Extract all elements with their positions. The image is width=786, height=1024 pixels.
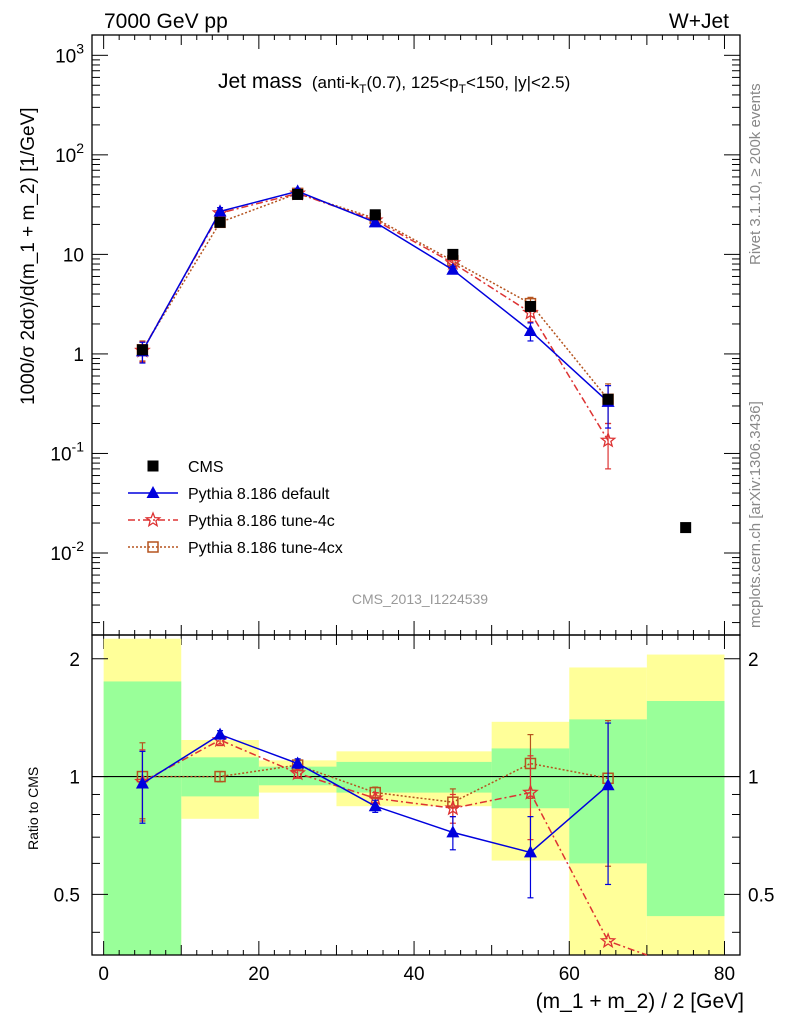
x-tick-label-20: 20 xyxy=(248,964,269,985)
main-cms-point-1 xyxy=(214,216,226,228)
main-y-tick-label: 1 xyxy=(73,345,84,366)
x-tick-label-80: 80 xyxy=(714,964,735,985)
main-y-axis-label: 1000/σ 2dσ)/d(m_1 + m_2) [1/GeV] xyxy=(18,107,39,405)
title-detail-a: (anti-k xyxy=(312,73,360,92)
main-pythia-8-186-default-point-3 xyxy=(368,215,382,228)
title-main: Jet mass xyxy=(218,70,302,93)
ratio-pythia-8-186-default-point-3 xyxy=(368,799,382,812)
title-sub-a: T xyxy=(359,82,367,96)
title-detail-b: (0.7), 125<p xyxy=(366,73,458,92)
title-detail-c: <150, |y|<2.5) xyxy=(466,73,570,92)
legend-item-3: Pythia 8.186 tune-4cx xyxy=(128,540,343,557)
main-cms-point-3 xyxy=(369,209,381,221)
ratio-pythia-8-186-tune-4c-point-4 xyxy=(444,799,462,816)
ratio-pythia-8-186-tune-4c-point-6 xyxy=(599,932,617,949)
main-pythia-8-186-default-point-1 xyxy=(213,204,227,217)
ratio-y-axis-label: Ratio to CMS xyxy=(25,767,41,850)
ratio-pythia-8-186-default-point-1 xyxy=(213,727,227,740)
ratio-y-tick-label: 1 xyxy=(69,768,80,789)
legend-item-0: CMS xyxy=(147,459,224,476)
ratio-frame xyxy=(91,634,741,956)
ratio-pythia-8-186-default-point-4 xyxy=(446,825,460,838)
ratio-band-inner-6 xyxy=(646,700,725,917)
main-pythia-8-186-default-point-4 xyxy=(446,262,460,275)
analysis-id: CMS_2013_I1224539 xyxy=(352,591,488,607)
ratio-y-tick-label-right: 1 xyxy=(748,768,759,789)
main-cms-point-5 xyxy=(524,300,536,312)
main-y-tick-label: 10 xyxy=(63,245,84,266)
ratio-pythia-8-186-default-point-5 xyxy=(523,845,537,858)
ratio-y-tick-label: 0.5 xyxy=(54,885,80,906)
ratio-pythia-8-186-tune-4c-point-2 xyxy=(289,764,307,781)
legend-label-2: Pythia 8.186 tune-4c xyxy=(188,513,335,530)
legend-label-1: Pythia 8.186 default xyxy=(188,486,330,503)
legend-item-2: Pythia 8.186 tune-4c xyxy=(128,511,335,530)
legend-marker-0 xyxy=(147,460,159,472)
main-cms-point-0 xyxy=(136,344,148,356)
legend-label-3: Pythia 8.186 tune-4cx xyxy=(188,540,343,557)
legend-marker-3 xyxy=(147,541,159,553)
mcplots-label: mcplots.cern.ch [arXiv:1306.3436] xyxy=(747,401,764,628)
ratio-pythia-8-186-default-point-6 xyxy=(601,778,615,791)
main-cms-point-6 xyxy=(602,393,614,405)
ratio-y-tick-label: 2 xyxy=(69,650,80,671)
main-y-tick-label: 103 xyxy=(55,40,84,67)
main-cms-point-4 xyxy=(447,248,459,260)
main-y-tick-label: 10-1 xyxy=(50,438,84,465)
x-tick-label-0: 0 xyxy=(98,964,109,985)
legend-item-1: Pythia 8.186 default xyxy=(128,486,330,503)
ratio-y-tick-label-right: 0.5 xyxy=(748,885,774,906)
legend: CMS Pythia 8.186 default Pythia 8.186 tune… xyxy=(128,459,343,557)
legend-marker-1 xyxy=(146,486,160,498)
main-pythia-8-186-tune-4c-line xyxy=(141,192,609,441)
x-tick-label-40: 40 xyxy=(403,964,424,985)
x-axis-label: (m_1 + m_2) / 2 [GeV] xyxy=(536,990,744,1013)
header-left: 7000 GeV pp xyxy=(104,10,228,33)
main-cms-point-2 xyxy=(292,188,304,200)
ratio-pythia-8-186-default-point-2 xyxy=(291,756,305,769)
legend-label-0: CMS xyxy=(188,459,224,476)
rivet-label: Rivet 3.1.10, ≥ 200k events xyxy=(747,83,764,265)
plot-title: Jet mass (anti-kT(0.7), 125<pT<150, |y|<… xyxy=(218,70,570,96)
ratio-band-inner-3 xyxy=(336,761,492,793)
main-pythia-8-186-default-point-5 xyxy=(523,323,537,336)
ratio-pythia-8-186-tune-4c-point-5 xyxy=(522,783,539,800)
ratio-y-tick-label-right: 2 xyxy=(748,650,759,671)
ratio-pythia-8-186-default-point-0 xyxy=(135,776,149,789)
ratio-panel: 0 20 40 60 80 0.5 0.5 1 1 2 2 xyxy=(54,621,774,985)
ratio-pythia-8-186-tune-4c-line xyxy=(142,739,648,956)
title-sub-b: T xyxy=(459,82,467,96)
legend-marker-2 xyxy=(144,511,162,528)
main-cms-point-7 xyxy=(680,522,692,534)
ratio-pythia-8-186-tune-4cx-point-1 xyxy=(214,770,226,783)
x-tick-label-60: 60 xyxy=(559,964,580,985)
main-y-tick-label: 10-2 xyxy=(50,538,84,565)
main-y-tick-label: 102 xyxy=(55,140,84,167)
main-pythia-8-186-tune-4c-point-6 xyxy=(599,431,617,448)
header-right: W+Jet xyxy=(669,10,729,33)
